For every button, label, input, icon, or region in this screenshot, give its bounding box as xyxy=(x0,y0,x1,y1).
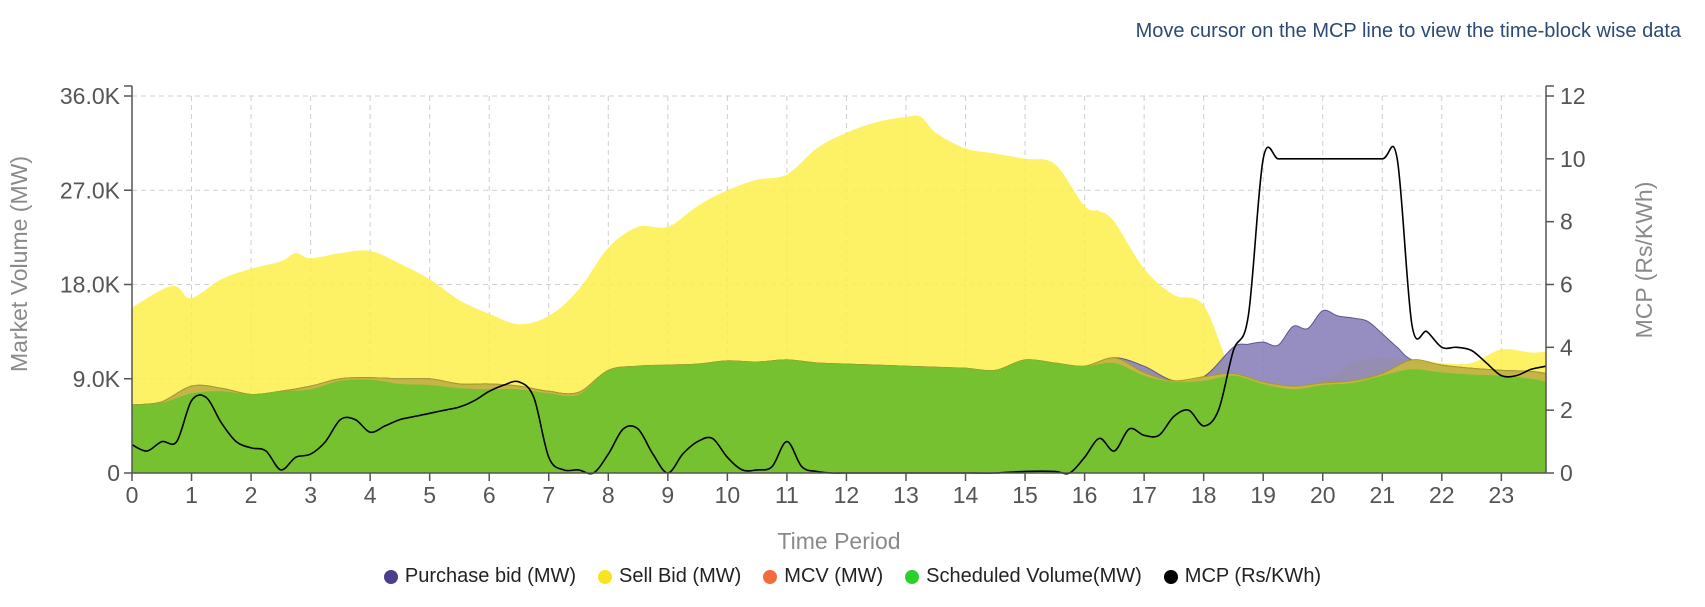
x-tick-label: 11 xyxy=(775,482,799,508)
x-tick-label: 10 xyxy=(715,482,741,508)
y-right-tick-label: 12 xyxy=(1560,83,1586,109)
x-tick-label: 4 xyxy=(364,482,377,508)
axes xyxy=(124,85,1554,481)
legend-item-mcv[interactable]: MCV (MW) xyxy=(763,565,883,588)
x-tick-label: 19 xyxy=(1250,482,1276,508)
legend-label: Purchase bid (MW) xyxy=(404,565,577,587)
x-tick-label: 16 xyxy=(1072,482,1098,508)
legend-item-sell-bid[interactable]: Sell Bid (MW) xyxy=(598,565,741,588)
x-tick-label: 13 xyxy=(893,482,919,508)
legend: Purchase bid (MW) Sell Bid (MW) MCV (MW) Sc… xyxy=(0,565,1705,588)
legend-label: Scheduled Volume(MW) xyxy=(926,565,1142,587)
x-axis-title: Time Period xyxy=(777,528,900,554)
x-tick-label: 0 xyxy=(126,482,139,508)
x-tick-label: 15 xyxy=(1012,482,1038,508)
y-right-tick-label: 6 xyxy=(1560,272,1573,298)
area-series xyxy=(131,115,1547,474)
y-right-tick-label: 8 xyxy=(1560,209,1573,235)
x-tick-label: 2 xyxy=(245,482,258,508)
x-tick-label: 1 xyxy=(185,482,198,508)
y-axis-left-title: Market Volume (MW) xyxy=(6,156,32,372)
x-tick-label: 8 xyxy=(602,482,615,508)
x-tick-label: 6 xyxy=(483,482,496,508)
x-tick-label: 12 xyxy=(834,482,860,508)
y-right-tick-label: 10 xyxy=(1560,146,1586,172)
x-tick-label: 21 xyxy=(1369,482,1395,508)
legend-label: Sell Bid (MW) xyxy=(619,565,742,587)
y-right-tick-label: 2 xyxy=(1560,397,1573,423)
legend-dot-icon xyxy=(1163,569,1178,584)
x-tick-label: 17 xyxy=(1131,482,1157,508)
y-left-tick-label: 18.0K xyxy=(60,272,121,298)
x-tick-label: 3 xyxy=(304,482,317,508)
x-tick-label: 20 xyxy=(1310,482,1336,508)
x-tick-label: 7 xyxy=(542,482,555,508)
legend-item-purchase-bid[interactable]: Purchase bid (MW) xyxy=(383,565,577,588)
legend-item-scheduled-volume[interactable]: Scheduled Volume(MW) xyxy=(905,565,1142,588)
legend-item-mcp[interactable]: MCP (Rs/KWh) xyxy=(1163,565,1322,588)
y-axis-right-title: MCP (Rs/KWh) xyxy=(1631,182,1657,339)
mcp-line[interactable] xyxy=(131,145,1547,475)
legend-dot-icon xyxy=(598,569,613,584)
legend-dot-icon xyxy=(763,569,778,584)
x-tick-label: 18 xyxy=(1191,482,1217,508)
y-right-tick-label: 0 xyxy=(1560,460,1573,486)
mcp-cursor-hint: Move cursor on the MCP line to view the … xyxy=(1135,20,1681,42)
y-left-tick-label: 36.0K xyxy=(60,83,121,109)
y-left-tick-label: 0 xyxy=(107,460,120,486)
x-tick-label: 23 xyxy=(1489,482,1515,508)
x-tick-label: 9 xyxy=(661,482,674,508)
legend-dot-icon xyxy=(905,569,920,584)
line-series[interactable] xyxy=(131,145,1547,475)
legend-label: MCV (MW) xyxy=(784,565,884,587)
x-tick-label: 22 xyxy=(1429,482,1455,508)
legend-label: MCP (Rs/KWh) xyxy=(1184,565,1322,587)
legend-dot-icon xyxy=(383,569,398,584)
y-left-tick-label: 9.0K xyxy=(73,366,121,392)
scheduled-volume-area xyxy=(132,359,1546,473)
y-left-tick-label: 27.0K xyxy=(60,177,121,203)
x-tick-label: 14 xyxy=(953,482,979,508)
x-tick-label: 5 xyxy=(423,482,436,508)
y-right-tick-label: 4 xyxy=(1560,334,1573,360)
